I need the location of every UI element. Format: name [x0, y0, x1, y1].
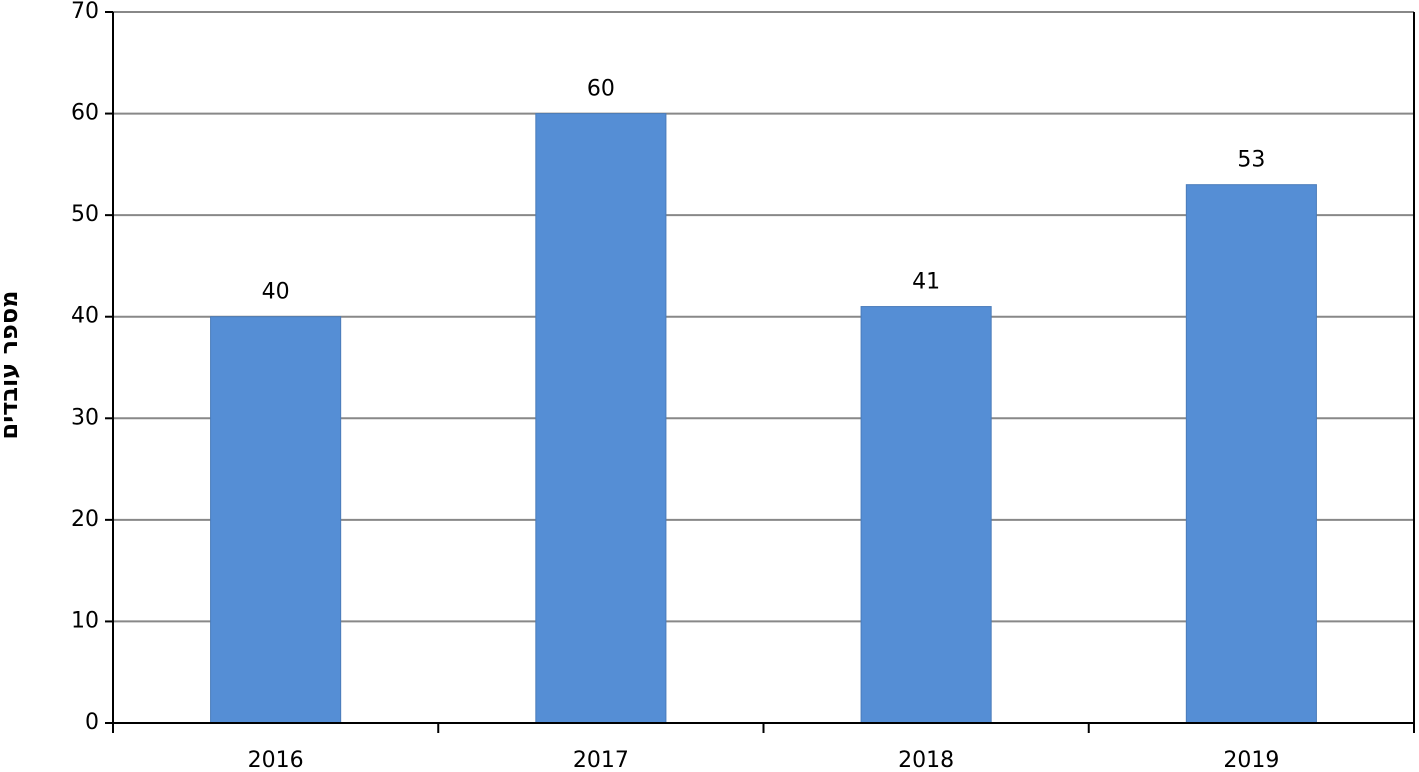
x-tick-label: 2017: [573, 748, 629, 772]
y-tick-label: 60: [71, 101, 99, 126]
bar: [210, 316, 342, 724]
bar: [1185, 184, 1317, 724]
bar: [535, 113, 667, 724]
y-tick-label: 50: [71, 202, 99, 227]
y-tick-label: 70: [71, 0, 99, 24]
value-label: 40: [262, 280, 290, 305]
y-tick-label: 40: [71, 304, 99, 329]
y-tick-label: 20: [71, 507, 99, 532]
value-label: 60: [587, 77, 615, 102]
x-tick-label: 2018: [898, 748, 954, 772]
y-tick-label: 30: [71, 405, 99, 430]
bar: [860, 306, 992, 724]
x-tick-label: 2016: [248, 748, 304, 772]
y-axis-title: מספר עובדים: [0, 290, 23, 439]
x-tick-label: 2019: [1223, 748, 1279, 772]
y-tick-label: 0: [85, 710, 99, 735]
value-label: 41: [912, 270, 940, 295]
y-tick-label: 10: [71, 608, 99, 633]
value-label: 53: [1237, 148, 1265, 173]
